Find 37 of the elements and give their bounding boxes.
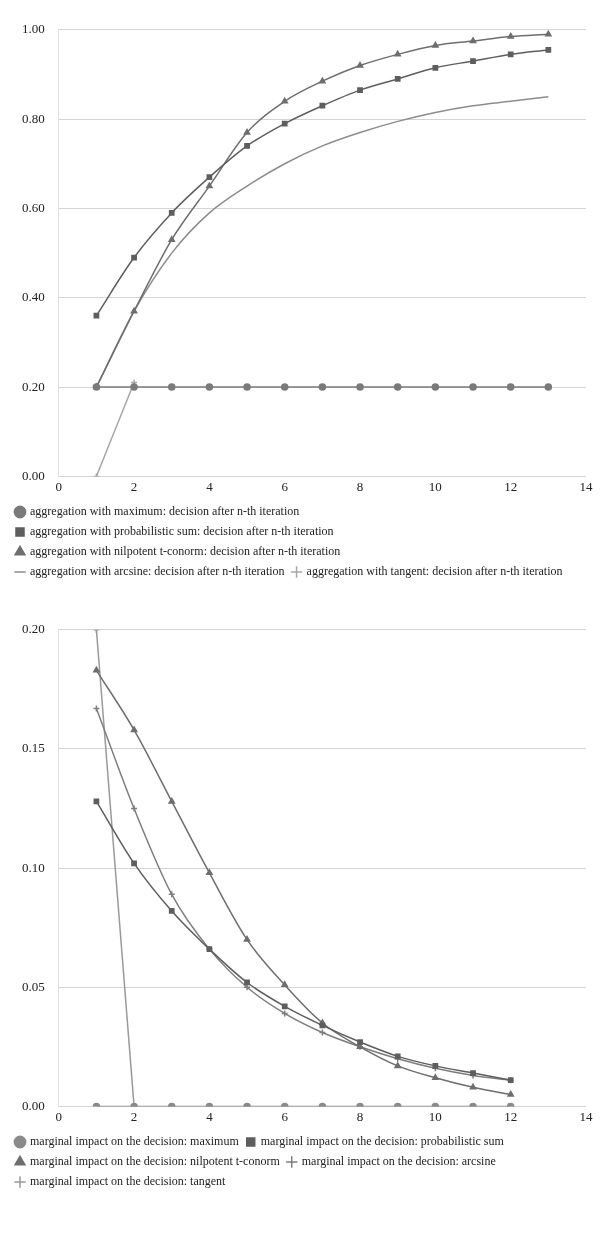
legend-label: marginal impact on the decision: probabilistic sum: [260, 1134, 505, 1149]
x-tick-label: 4: [206, 1108, 214, 1124]
y-tick-label: 0.60: [22, 199, 45, 215]
y-tick-label: 0.80: [22, 110, 45, 126]
y-tick-label: 0.00: [22, 1097, 45, 1113]
legend-label: marginal impact on the decision: nilpotent t-conorm: [30, 1154, 281, 1169]
x-tick-label: 12: [504, 1108, 518, 1124]
x-tick-label: 10: [428, 478, 442, 494]
legend-label: aggregation with nilpotent t-conorm: decision after n-th iteration: [30, 544, 341, 559]
legend-label: aggregation with maximum: decision after n-th iteration: [30, 504, 300, 519]
y-tick-label: 0.15: [22, 740, 45, 756]
x-tick-label: 4: [206, 478, 214, 494]
y-tick-label: 0.40: [22, 289, 45, 305]
x-tick-label: 2: [130, 478, 138, 494]
legend-label: aggregation with probabilistic sum: decision after n-th iteration: [30, 524, 334, 539]
legend-label: marginal impact on the decision: arcsine: [301, 1154, 496, 1169]
y-tick-label: 0.20: [22, 621, 45, 637]
x-tick-label: 0: [55, 1108, 62, 1124]
y-tick-label: 0.20: [22, 378, 45, 394]
x-tick-label: 6: [281, 1108, 289, 1124]
legend-label: marginal impact on the decision: maximum: [30, 1134, 240, 1149]
x-tick-label: 8: [356, 478, 364, 494]
legend-label: aggregation with arcsine: decision after n-th iteration: [30, 564, 285, 579]
x-tick-label: 6: [281, 478, 289, 494]
legend-label: marginal impact on the decision: tangent: [30, 1174, 227, 1189]
y-tick-label: 0.00: [22, 467, 45, 483]
x-tick-label: 10: [428, 1108, 442, 1124]
legend-label: aggregation with tangent: decision after n-th iteration: [306, 564, 563, 579]
x-tick-label: 12: [504, 478, 518, 494]
x-tick-label: 8: [356, 1108, 364, 1124]
y-tick-label: 0.10: [22, 859, 45, 875]
x-tick-label: 14: [579, 478, 593, 494]
y-tick-label: 1.00: [22, 21, 45, 37]
x-tick-label: 2: [130, 1108, 138, 1124]
x-tick-label: 14: [579, 1108, 593, 1124]
y-tick-label: 0.05: [22, 978, 45, 994]
x-tick-label: 0: [55, 478, 62, 494]
